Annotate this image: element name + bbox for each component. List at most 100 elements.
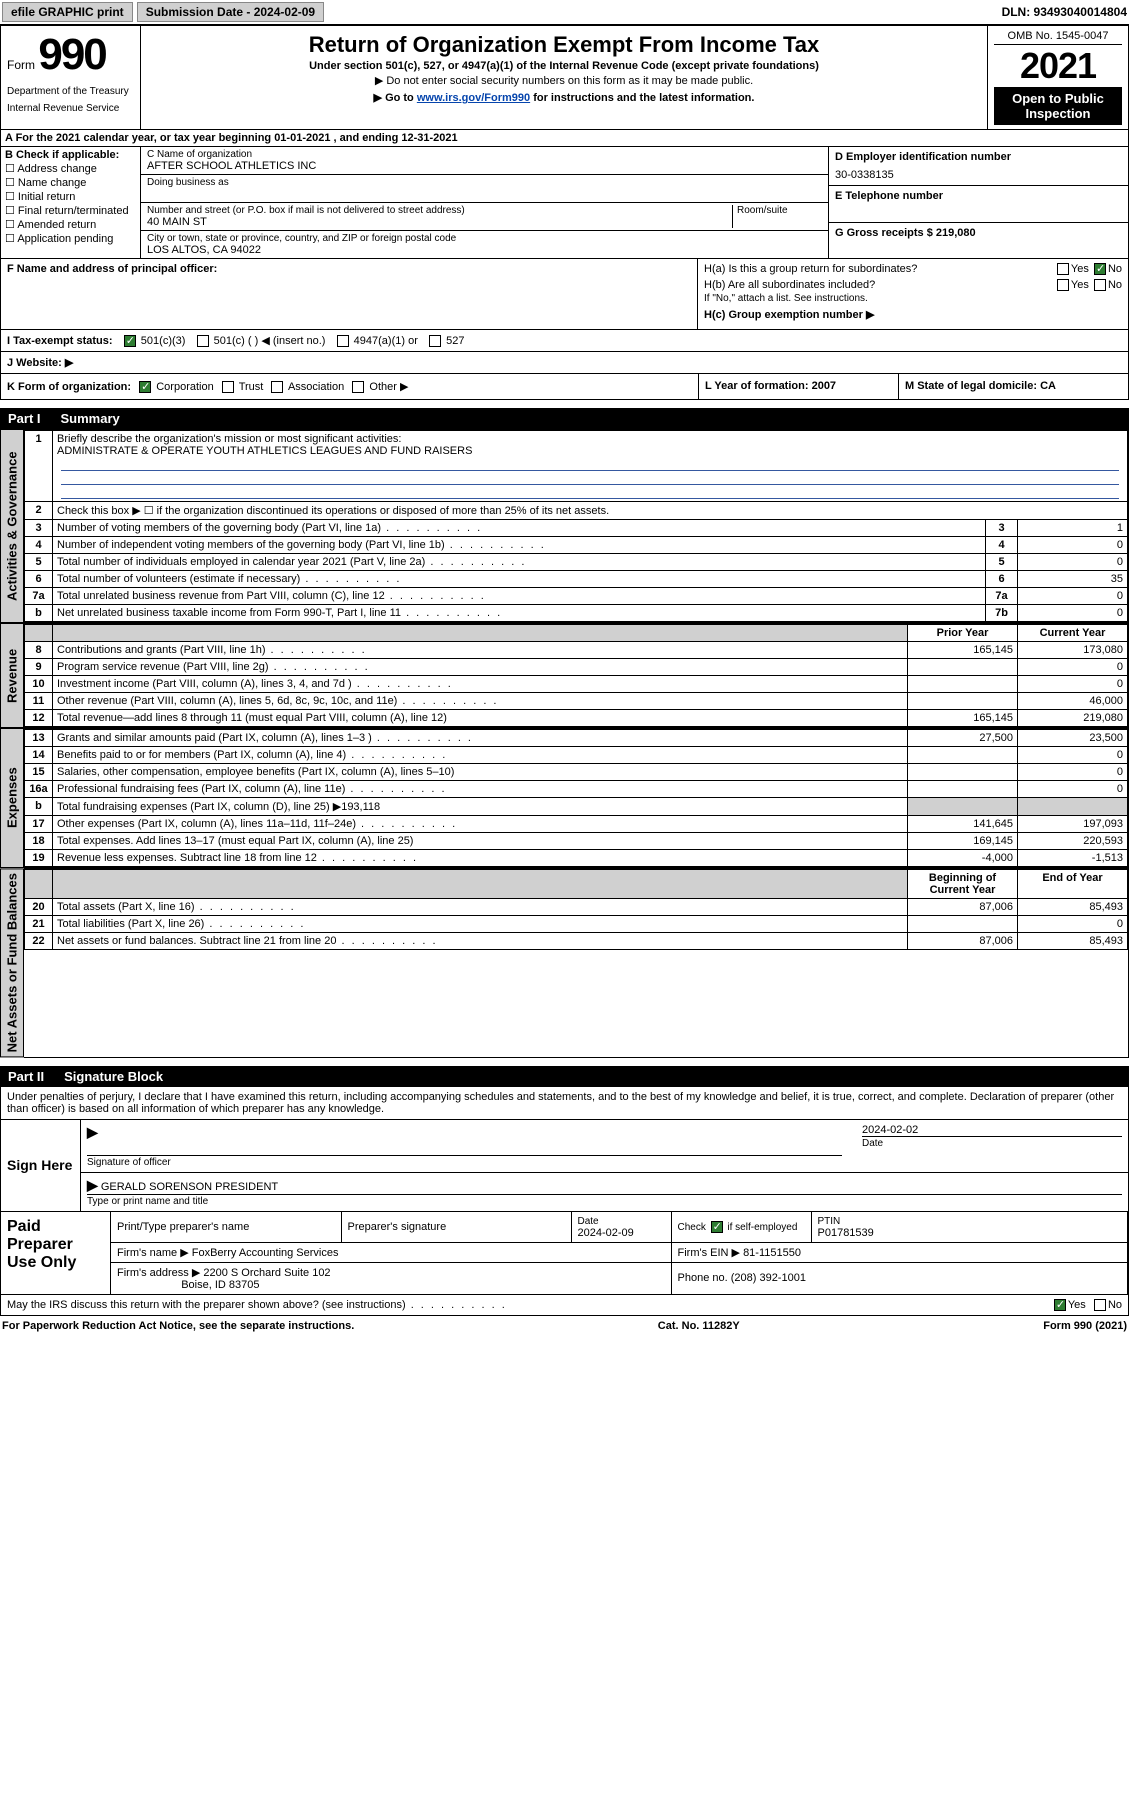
page-footer: For Paperwork Reduction Act Notice, see … xyxy=(0,1316,1129,1336)
l1-value: ADMINISTRATE & OPERATE YOUTH ATHLETICS L… xyxy=(57,445,472,457)
link-pre: ▶ Go to xyxy=(374,92,417,104)
box-f-label: F Name and address of principal officer: xyxy=(7,263,217,275)
p17: 141,645 xyxy=(908,816,1018,833)
chk-name-change[interactable]: ☐ Name change xyxy=(5,176,136,189)
form-link-line: ▶ Go to www.irs.gov/Form990 for instruct… xyxy=(147,91,981,104)
form-word: Form xyxy=(7,58,35,72)
hb-no[interactable] xyxy=(1094,279,1106,291)
chk-address-change[interactable]: ☐ Address change xyxy=(5,162,136,175)
c17: 197,093 xyxy=(1018,816,1128,833)
chk-other[interactable] xyxy=(352,381,364,393)
irs-link[interactable]: www.irs.gov/Form990 xyxy=(417,92,530,104)
may-discuss: May the IRS discuss this return with the… xyxy=(7,1299,507,1311)
l1-label: Briefly describe the organization's miss… xyxy=(57,433,401,445)
l14: Benefits paid to or for members (Part IX… xyxy=(53,747,908,764)
firm-name: FoxBerry Accounting Services xyxy=(192,1247,339,1259)
v6: 35 xyxy=(1018,571,1128,588)
ha-yes[interactable] xyxy=(1057,263,1069,275)
form-sub1: Under section 501(c), 527, or 4947(a)(1)… xyxy=(147,60,981,72)
section-revenue: Revenue Prior YearCurrent Year 8Contribu… xyxy=(0,623,1129,728)
l2: Check this box ▶ ☐ if the organization d… xyxy=(53,502,1128,520)
chk-4947[interactable] xyxy=(337,335,349,347)
chk-app-pending[interactable]: ☐ Application pending xyxy=(5,232,136,245)
c13: 23,500 xyxy=(1018,730,1128,747)
sig-date: 2024-02-02 xyxy=(862,1124,1122,1136)
chk-assoc[interactable] xyxy=(271,381,283,393)
firm-addr1: 2200 S Orchard Suite 102 xyxy=(203,1267,330,1279)
e22: 85,493 xyxy=(1018,933,1128,950)
h-c: H(c) Group exemption number ▶ xyxy=(704,308,1122,321)
form-sub2: ▶ Do not enter social security numbers o… xyxy=(147,74,981,87)
perjury-declaration: Under penalties of perjury, I declare th… xyxy=(1,1087,1128,1120)
box-b-label: B Check if applicable: xyxy=(5,149,119,161)
v3: 1 xyxy=(1018,520,1128,537)
street-address: 40 MAIN ST xyxy=(147,216,732,228)
box-g-label: G Gross receipts $ 219,080 xyxy=(835,227,976,239)
ein-value: 30-0338135 xyxy=(835,169,1122,181)
arrow-icon-2: ▶ xyxy=(87,1177,98,1193)
efile-print-button[interactable]: efile GRAPHIC print xyxy=(2,2,133,22)
chk-527[interactable] xyxy=(429,335,441,347)
may-yes[interactable] xyxy=(1054,1299,1066,1311)
city-label: City or town, state or province, country… xyxy=(147,233,822,244)
v5: 0 xyxy=(1018,554,1128,571)
l11: Other revenue (Part VIII, column (A), li… xyxy=(53,693,908,710)
firm-addr-label: Firm's address ▶ xyxy=(117,1267,200,1279)
period-row: A For the 2021 calendar year, or tax yea… xyxy=(0,130,1129,147)
l20: Total assets (Part X, line 16) xyxy=(53,899,908,916)
section-expenses: Expenses 13Grants and similar amounts pa… xyxy=(0,728,1129,868)
e20: 85,493 xyxy=(1018,899,1128,916)
firm-addr2: Boise, ID 83705 xyxy=(181,1279,259,1291)
tab-activities-governance: Activities & Governance xyxy=(0,429,24,623)
form-footer: Form 990 (2021) xyxy=(1043,1320,1127,1332)
chk-501c[interactable] xyxy=(197,335,209,347)
submission-date-button[interactable]: Submission Date - 2024-02-09 xyxy=(137,2,324,22)
firm-ein-label: Firm's EIN ▶ xyxy=(678,1247,741,1259)
chk-initial-return[interactable]: ☐ Initial return xyxy=(5,190,136,203)
b20: 87,006 xyxy=(908,899,1018,916)
l12: Total revenue—add lines 8 through 11 (mu… xyxy=(53,710,908,727)
name-title-label: Type or print name and title xyxy=(87,1196,208,1207)
addr-label: Number and street (or P.O. box if mail i… xyxy=(147,205,732,216)
part1-title: Summary xyxy=(61,411,120,426)
l8: Contributions and grants (Part VIII, lin… xyxy=(53,642,908,659)
box-i-label: I Tax-exempt status: xyxy=(7,335,113,347)
check-self-employed[interactable]: Check if self-employed xyxy=(671,1212,811,1243)
part1-num: Part I xyxy=(8,411,41,426)
chk-amended[interactable]: ☐ Amended return xyxy=(5,218,136,231)
c-name-label: C Name of organization xyxy=(147,149,822,160)
l18: Total expenses. Add lines 13–17 (must eq… xyxy=(53,833,908,850)
room-label: Room/suite xyxy=(737,205,822,216)
box-j-label: J Website: ▶ xyxy=(7,357,73,369)
hb-yes[interactable] xyxy=(1057,279,1069,291)
tax-year: 2021 xyxy=(994,45,1122,87)
part2-header: Part II Signature Block xyxy=(0,1066,1129,1087)
b22: 87,006 xyxy=(908,933,1018,950)
link-post: for instructions and the latest informat… xyxy=(530,92,754,104)
v7a: 0 xyxy=(1018,588,1128,605)
chk-final-return[interactable]: ☐ Final return/terminated xyxy=(5,204,136,217)
pt-date-label: Date xyxy=(578,1216,599,1227)
sig-officer-label: Signature of officer xyxy=(87,1157,171,1168)
l6: Total number of volunteers (estimate if … xyxy=(53,571,986,588)
hdr-prior: Prior Year xyxy=(908,625,1018,642)
chk-trust[interactable] xyxy=(222,381,234,393)
org-name: AFTER SCHOOL ATHLETICS INC xyxy=(147,160,822,172)
phone-value: (208) 392-1001 xyxy=(731,1272,806,1284)
l22: Net assets or fund balances. Subtract li… xyxy=(53,933,908,950)
chk-corp[interactable] xyxy=(139,381,151,393)
tab-net-assets: Net Assets or Fund Balances xyxy=(0,868,24,1057)
catalog-no: Cat. No. 11282Y xyxy=(658,1320,740,1332)
l21: Total liabilities (Part X, line 26) xyxy=(53,916,908,933)
may-no[interactable] xyxy=(1094,1299,1106,1311)
hdr-end: End of Year xyxy=(1018,870,1128,899)
efile-topbar: efile GRAPHIC print Submission Date - 20… xyxy=(0,0,1129,25)
ha-no[interactable] xyxy=(1094,263,1106,275)
box-e-label: E Telephone number xyxy=(835,190,943,202)
pt-date: 2024-02-09 xyxy=(578,1227,634,1239)
period-text: A For the 2021 calendar year, or tax yea… xyxy=(1,130,462,146)
h-b-note: If "No," attach a list. See instructions… xyxy=(704,293,1122,304)
part1-header: Part I Summary xyxy=(0,408,1129,429)
sign-here-label: Sign Here xyxy=(1,1120,81,1211)
chk-501c3[interactable] xyxy=(124,335,136,347)
